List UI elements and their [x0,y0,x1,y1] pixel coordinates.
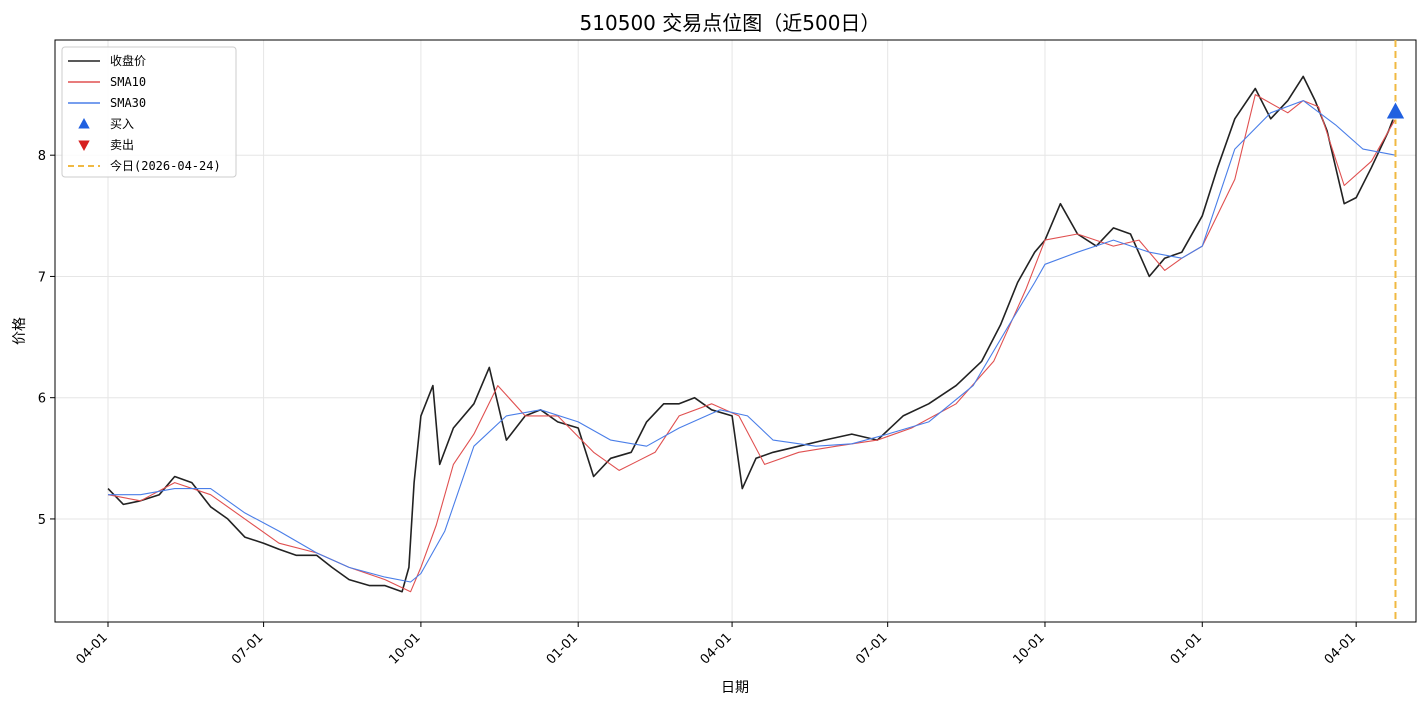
x-axis-label: 日期 [721,680,749,696]
y-tick-label: 6 [38,392,46,407]
chart-title: 510500 交易点位图（近500日） [580,11,881,35]
y-tick-label: 7 [38,270,46,285]
x-tick-label: 07-01 [853,630,890,667]
legend-label: SMA10 [110,75,146,89]
legend-label: SMA30 [110,96,146,110]
grid [55,40,1416,622]
legend-swatch-up-triangle [78,118,90,129]
x-tick-label: 01-01 [1168,630,1205,667]
sma10-line [107,94,1396,593]
legend-label: 卖出 [110,138,134,152]
sma30-line [108,100,1396,583]
y-tick-label: 8 [38,149,46,164]
x-tick-label: 07-01 [229,630,266,667]
y-axis-label: 价格 [12,317,28,345]
legend-label: 收盘价 [110,53,146,68]
x-tick-label: 04-01 [74,630,111,667]
legend-box [61,46,237,178]
legend-label: 今日(2026-04-24) [110,158,221,173]
markers-layer [1385,40,1406,622]
y-tick-label: 5 [38,513,46,528]
legend-swatch-down-triangle [78,140,90,151]
close-price-line [107,75,1397,593]
plot-area [54,39,1417,623]
x-tick-label: 04-01 [1322,630,1359,667]
series-layer [107,75,1397,593]
buy-marker [1385,100,1406,120]
legend-label: 买入 [110,117,134,131]
x-tick-label: 01-01 [544,630,581,667]
x-tick-label: 10-01 [386,630,423,667]
x-tick-label: 10-01 [1010,630,1047,667]
x-tick-label: 04-01 [698,630,735,667]
